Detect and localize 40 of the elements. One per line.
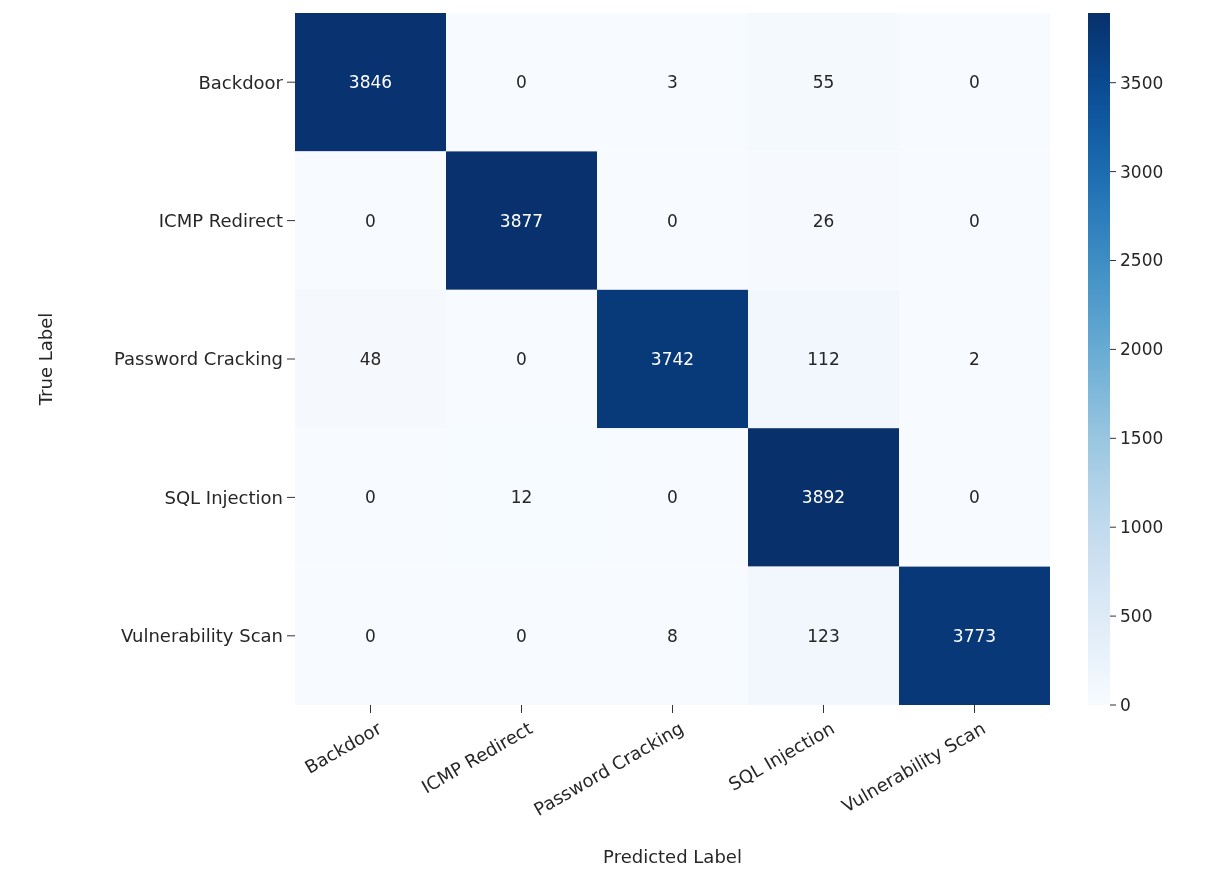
color-bar-label: 3000 [1120,161,1164,182]
data-label: 0 [667,210,678,231]
color-bar-label: 2000 [1120,339,1164,360]
data-label: 8 [667,625,678,646]
color-bar-label: 2500 [1120,250,1164,271]
data-label: 55 [812,72,835,93]
color-bar-label: 500 [1120,606,1153,627]
data-label: 0 [969,487,980,508]
data-label: 3846 [348,72,393,93]
data-label: 2 [969,348,980,369]
data-label: 12 [510,487,533,508]
data-label: 3742 [650,348,695,369]
data-label: 48 [359,348,382,369]
y-tick-label: Password Cracking [114,348,283,370]
data-label: 3892 [801,487,846,508]
data-label: 0 [516,72,527,93]
data-label: 26 [812,210,835,231]
data-label: 3 [667,72,678,93]
data-label: 112 [807,348,840,369]
color-bar-label: 1000 [1120,517,1164,538]
data-label: 0 [516,625,527,646]
y-tick-label: Vulnerability Scan [120,625,283,647]
color-bar-label: 0 [1120,694,1131,715]
data-label: 123 [807,625,840,646]
data-label: 0 [365,625,376,646]
data-label: 0 [516,348,527,369]
data-label: 3773 [952,625,997,646]
y-axis-title: True Label [35,312,56,407]
color-bar-label: 1500 [1120,428,1164,449]
color-bar-label: 3500 [1120,72,1164,93]
data-label: 0 [969,210,980,231]
y-tick-label: ICMP Redirect [158,209,283,231]
data-label: 0 [969,72,980,93]
data-label: 0 [365,210,376,231]
x-axis-title: Predicted Label [603,846,742,867]
data-label: 0 [667,487,678,508]
data-label: 0 [365,487,376,508]
y-tick-label: SQL Injection [164,486,283,508]
data-label: 3877 [499,210,544,231]
y-tick-label: Backdoor [198,71,284,93]
